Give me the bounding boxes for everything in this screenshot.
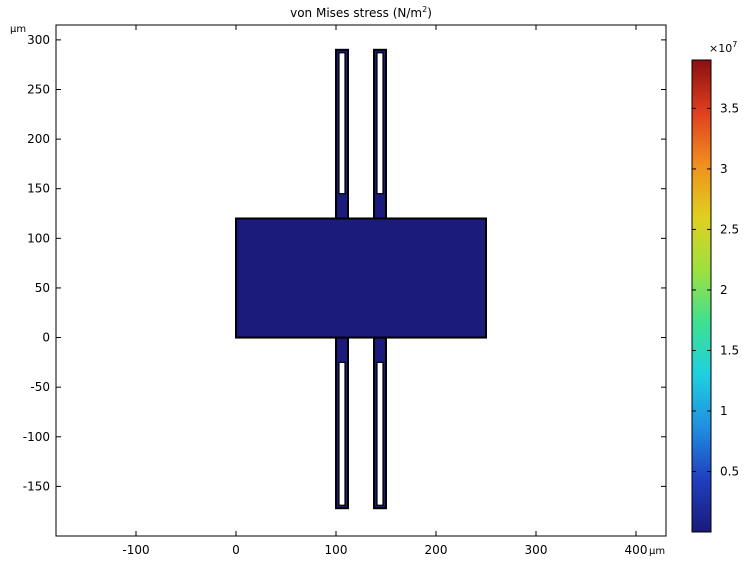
x-tick-label: -100 [122, 543, 149, 557]
colorbar-multiplier: ×107 [709, 40, 737, 55]
x-axis-unit: µm [649, 546, 665, 557]
colorbar-tick-label: 3 [720, 162, 728, 176]
plot-area: -100 0 100 200 300 400 -150 -100 -50 0 50 100 150 20… [23, 24, 667, 557]
colorbar-tick-label: 3.5 [720, 101, 739, 115]
beam-slot-3 [338, 361, 346, 506]
x-axis-ticks: -100 0 100 200 300 400 [122, 25, 647, 557]
y-axis-ticks: -150 -100 -50 0 50 100 150 200 250 300 [23, 33, 666, 493]
y-tick-label: 100 [27, 231, 50, 245]
y-axis-unit: µm [10, 24, 26, 35]
colorbar-tick-label: 1 [720, 404, 728, 418]
proof-mass [235, 217, 487, 339]
beam-slot-1 [338, 52, 346, 195]
y-tick-label: 250 [27, 82, 50, 96]
chart-title: von Mises stress (N/m2) [290, 5, 432, 20]
colorbar-tick-label: 0.5 [720, 464, 739, 478]
colorbar-ticks: 0.5 1 1.5 2 2.5 3 3.5 [692, 101, 739, 478]
y-tick-label: -150 [23, 479, 50, 493]
geometry [235, 48, 487, 510]
y-tick-label: -50 [30, 380, 50, 394]
colorbar: ×107 0.5 1 1.5 2 2.5 3 3.5 [691, 40, 739, 533]
y-tick-label: 50 [35, 281, 50, 295]
x-tick-label: 0 [232, 543, 240, 557]
colorbar-tick-label: 2 [720, 283, 728, 297]
x-tick-label: 400 [625, 543, 648, 557]
y-tick-label: 150 [27, 182, 50, 196]
y-tick-label: 200 [27, 132, 50, 146]
colorbar-tick-label: 1.5 [720, 343, 739, 357]
x-tick-label: 100 [325, 543, 348, 557]
y-tick-label: -100 [23, 430, 50, 444]
colorbar-tick-label: 2.5 [720, 222, 739, 236]
colorbar-gradient [691, 59, 712, 533]
beam-slot-2 [376, 52, 384, 195]
x-tick-label: 300 [525, 543, 548, 557]
y-tick-label: 0 [42, 331, 50, 345]
x-tick-label: 200 [425, 543, 448, 557]
y-tick-label: 300 [27, 33, 50, 47]
plot-frame [55, 24, 667, 537]
beam-slot-4 [376, 361, 384, 506]
